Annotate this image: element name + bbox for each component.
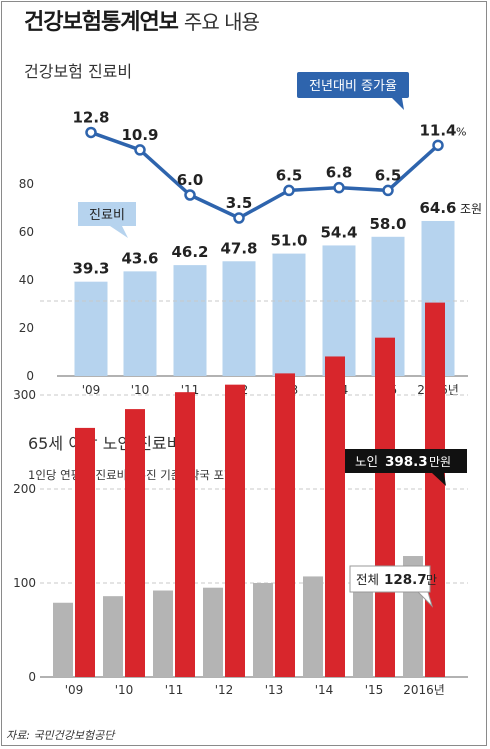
chart2-x-tick-label: '13	[265, 683, 284, 697]
source-note: 자료: 국민건강보험공단	[6, 729, 115, 742]
chart1-bar	[272, 253, 306, 376]
chart2-bar-total	[53, 602, 73, 677]
chart1-bar	[123, 271, 157, 376]
chart2-callout-total-pointer	[416, 591, 434, 608]
chart1-bar-value-label: 58.0	[369, 215, 406, 233]
chart1-y-tick-label: 0	[26, 369, 34, 383]
chart1-bar	[222, 261, 256, 376]
chart2-bar-elderly	[275, 373, 295, 677]
chart2-bar-elderly	[75, 427, 95, 677]
chart1-x-tick-label: '10	[131, 383, 150, 397]
chart1-growth-point	[134, 144, 146, 156]
chart1-growth-value-label: 12.8	[72, 108, 109, 126]
chart2-bar-total	[153, 590, 173, 677]
title-sub: 주요 내용	[183, 10, 260, 34]
chart1-growth-value-label: 6.5	[375, 166, 402, 184]
chart2-bar-elderly	[175, 392, 195, 677]
chart1-growth-value-label: 6.5	[276, 166, 303, 184]
chart1-growth-point	[283, 184, 295, 197]
chart1-bar-value-label: 43.6	[121, 249, 158, 267]
chart1-legend-bar-pointer	[110, 226, 128, 238]
chart1-growth-unit-label: %	[456, 125, 466, 138]
chart2-bar-total	[353, 568, 373, 677]
chart2-bar-elderly	[225, 384, 245, 677]
chart1-growth-point	[382, 184, 394, 197]
chart1-legend-growth-label: 전년대비 증가율	[309, 79, 397, 94]
chart1-growth-point	[184, 189, 196, 201]
chart2-callout-elderly-unit: 만원	[429, 455, 451, 469]
chart1-legend-bar-box	[78, 202, 136, 226]
chart1-unit-label: 조원	[460, 202, 482, 216]
chart1-legend-growth-box	[297, 72, 409, 98]
chart1-bar	[173, 265, 207, 376]
chart2-callout-total-box	[349, 565, 431, 593]
chart2-x-tick-label: 2016년	[403, 683, 445, 697]
chart2-bar-elderly	[425, 302, 445, 677]
chart1-growth-point	[432, 139, 444, 152]
chart2-x-tick-label: '11	[165, 683, 184, 697]
chart1-growth-value-label: 10.9	[121, 126, 158, 144]
page-title: 건강보험통계연보 주요 내용	[24, 4, 260, 36]
chart2-bar-elderly	[125, 409, 145, 677]
chart2-y-tick-label: 200	[13, 482, 36, 496]
chart1-bar-value-label: 47.8	[220, 239, 257, 257]
chart1-bar-value-label: 64.6	[419, 199, 456, 217]
chart1-growth-value-label: 3.5	[226, 194, 253, 212]
chart1-y-tick-label: 60	[19, 225, 34, 239]
chart2-y-tick-label: 300	[13, 388, 36, 402]
chart2-x-tick-label: '12	[215, 683, 234, 697]
chart1-legend-bar-label: 진료비	[89, 208, 125, 223]
chart2-callout-elderly-box	[345, 449, 467, 473]
chart1-legend-growth-pointer	[392, 98, 404, 110]
chart2-bar-elderly	[325, 356, 345, 677]
chart1-growth-point	[233, 212, 245, 224]
chart1-growth-value-label: 11.4	[419, 121, 456, 139]
chart1-bar-value-label: 54.4	[320, 223, 357, 241]
chart2-callout-total-name: 전체	[356, 572, 379, 587]
chart2-callout-total-value: 128.7	[384, 572, 427, 588]
chart2-callout-elderly-value: 398.3	[385, 454, 428, 470]
chart1-y-tick-label: 80	[19, 177, 34, 191]
chart1-title: 건강보험 진료비	[24, 62, 133, 81]
chart1-growth-point	[333, 181, 345, 194]
chart2-bar-total	[253, 583, 273, 677]
chart1-growth-line	[90, 130, 440, 220]
chart2-callout-elderly-pointer	[432, 473, 446, 486]
chart1-y-tick-label: 20	[19, 321, 34, 335]
chart2-bar-total	[103, 596, 123, 677]
chart2-callout-total-unit: 만	[426, 573, 437, 587]
chart2-x-tick-label: '09	[65, 683, 84, 697]
chart2-x-tick-label: '15	[365, 683, 384, 697]
chart2-bar-total	[203, 587, 223, 677]
chart2-y-tick-label: 100	[13, 576, 36, 590]
chart1-bar-value-label: 39.3	[72, 260, 109, 278]
chart1-y-tick-label: 40	[19, 273, 34, 287]
chart1-x-tick-label: '09	[82, 383, 101, 397]
chart2-x-tick-label: '10	[115, 683, 134, 697]
chart1-bar-value-label: 51.0	[270, 232, 307, 250]
chart2-x-tick-label: '14	[315, 683, 334, 697]
chart2-bar-total	[303, 576, 323, 677]
chart2-callout-elderly-name: 노인	[355, 454, 378, 469]
chart1-bar	[74, 281, 108, 376]
chart1-growth-point	[85, 126, 97, 139]
chart1-growth-value-label: 6.8	[326, 164, 353, 182]
chart2-y-tick-label: 0	[28, 670, 36, 684]
title-main: 건강보험통계연보	[24, 10, 179, 35]
chart2-bar-elderly	[375, 337, 395, 677]
chart1-bar-value-label: 46.2	[171, 243, 208, 261]
chart1-bar	[322, 245, 356, 376]
chart1-growth-value-label: 6.0	[177, 171, 204, 189]
